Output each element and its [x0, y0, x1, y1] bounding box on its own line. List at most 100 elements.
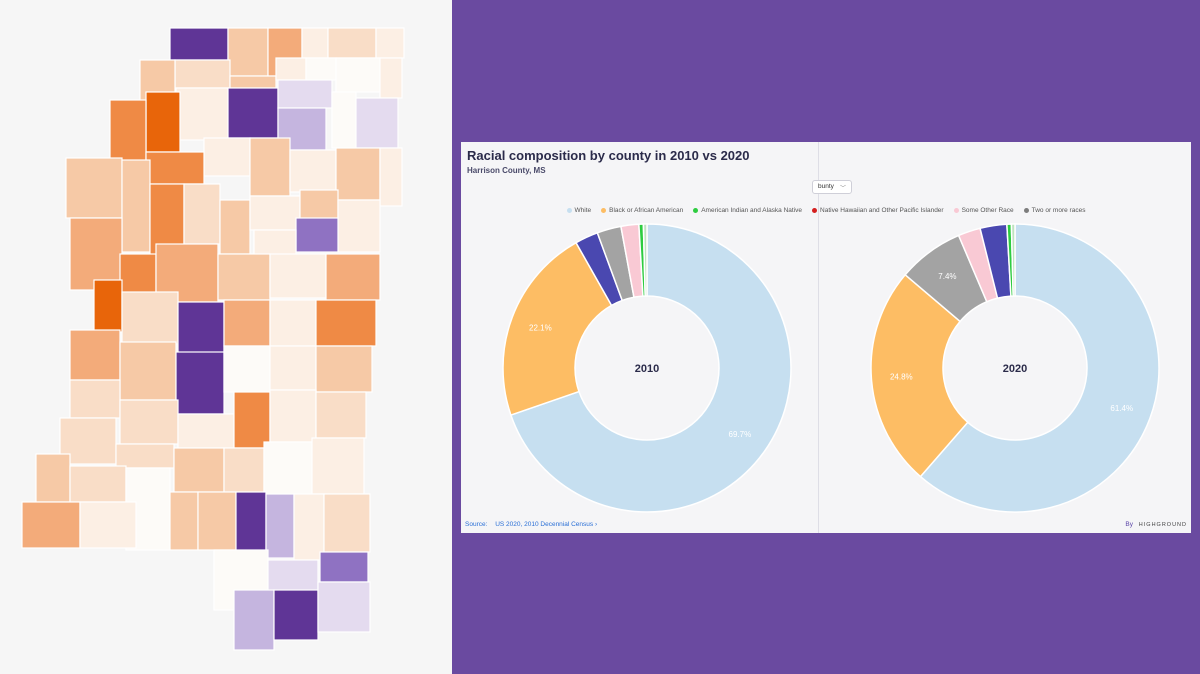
- chart-card: Racial composition by county in 2010 vs …: [461, 142, 1191, 533]
- county-shape[interactable]: [227, 87, 279, 139]
- county-shape[interactable]: [169, 491, 199, 551]
- county-shape[interactable]: [269, 389, 317, 443]
- donut-slice[interactable]: [1010, 223, 1016, 297]
- county-shape[interactable]: [175, 87, 229, 141]
- county-shape[interactable]: [293, 493, 325, 561]
- county-shape[interactable]: [253, 229, 297, 257]
- legend-swatch: [601, 207, 607, 213]
- county-shape[interactable]: [174, 59, 231, 89]
- county-shape[interactable]: [335, 57, 381, 93]
- donut-slice[interactable]: [642, 223, 648, 297]
- county-shape[interactable]: [335, 147, 381, 201]
- county-shape[interactable]: [275, 57, 307, 81]
- county-shape[interactable]: [223, 299, 271, 347]
- county-shape[interactable]: [79, 501, 137, 549]
- chart-title: Racial composition by county in 2010 vs …: [467, 148, 750, 163]
- county-shape[interactable]: [319, 551, 369, 583]
- mississippi-county-map: [21, 27, 405, 651]
- county-shape[interactable]: [21, 501, 81, 549]
- county-shape[interactable]: [145, 91, 181, 153]
- county-shape[interactable]: [295, 217, 339, 253]
- county-shape[interactable]: [269, 253, 327, 299]
- county-shape[interactable]: [197, 491, 237, 551]
- county-shape[interactable]: [337, 199, 381, 253]
- donut-slice[interactable]: [502, 241, 613, 417]
- county-shape[interactable]: [169, 27, 229, 61]
- county-shape[interactable]: [121, 291, 179, 345]
- county-shape[interactable]: [379, 57, 403, 99]
- legend-item[interactable]: Native Hawaiian and Other Pacific Island…: [812, 204, 944, 216]
- county-shape[interactable]: [229, 75, 277, 89]
- donut-center-label: 2020: [1003, 363, 1027, 375]
- county-shape[interactable]: [173, 447, 225, 493]
- county-shape[interactable]: [233, 391, 271, 449]
- county-shape[interactable]: [93, 279, 123, 333]
- county-shape[interactable]: [315, 299, 377, 347]
- legend-item[interactable]: Two or more races: [1023, 204, 1085, 216]
- county-shape[interactable]: [65, 157, 123, 219]
- donut-slice[interactable]: [870, 273, 969, 478]
- county-shape[interactable]: [145, 151, 205, 185]
- county-shape[interactable]: [273, 589, 319, 641]
- county-shape[interactable]: [355, 97, 399, 149]
- county-shape[interactable]: [35, 453, 71, 503]
- county-shape[interactable]: [69, 465, 127, 503]
- county-shape[interactable]: [265, 493, 295, 559]
- legend-label: Native Hawaiian and Other Pacific Island…: [820, 206, 944, 214]
- county-shape[interactable]: [217, 253, 271, 301]
- county-shape[interactable]: [331, 91, 357, 149]
- county-shape[interactable]: [233, 589, 275, 651]
- county-shape[interactable]: [267, 559, 319, 593]
- county-shape[interactable]: [269, 299, 317, 347]
- county-shape[interactable]: [323, 493, 371, 553]
- county-shape[interactable]: [315, 391, 367, 439]
- county-shape[interactable]: [183, 183, 221, 245]
- county-shape[interactable]: [235, 491, 267, 553]
- county-shape[interactable]: [305, 57, 337, 81]
- county-shape[interactable]: [277, 79, 333, 109]
- legend-item[interactable]: Black or African American: [601, 204, 683, 216]
- county-shape[interactable]: [375, 27, 405, 59]
- county-shape[interactable]: [289, 149, 337, 193]
- county-shape[interactable]: [379, 147, 403, 207]
- donut-slice[interactable]: [509, 223, 792, 513]
- county-shape[interactable]: [227, 27, 269, 77]
- county-shape[interactable]: [317, 581, 371, 633]
- county-shape[interactable]: [109, 99, 147, 163]
- county-shape[interactable]: [311, 437, 365, 495]
- county-shape[interactable]: [69, 379, 121, 419]
- county-shape[interactable]: [219, 199, 251, 255]
- slice-data-label: 24.8%: [890, 373, 913, 382]
- legend-item[interactable]: White: [566, 204, 591, 216]
- source-link[interactable]: US 2020, 2010 Decennial Census ›: [495, 521, 598, 528]
- county-shape[interactable]: [269, 345, 317, 391]
- county-shape[interactable]: [325, 253, 381, 301]
- county-shape[interactable]: [119, 253, 157, 295]
- county-selector-dropdown[interactable]: bunty ﹀: [812, 180, 852, 194]
- county-shape[interactable]: [119, 341, 177, 401]
- donut-slice[interactable]: [919, 223, 1160, 513]
- county-shape[interactable]: [121, 159, 151, 253]
- county-shape[interactable]: [263, 441, 313, 495]
- county-shape[interactable]: [223, 447, 265, 493]
- county-shape[interactable]: [203, 137, 251, 177]
- county-shape[interactable]: [175, 351, 225, 415]
- slice-data-label: 22.1%: [529, 324, 552, 333]
- county-shape[interactable]: [69, 217, 123, 291]
- county-shape[interactable]: [249, 195, 301, 231]
- legend-item[interactable]: American Indian and Alaska Native: [693, 204, 802, 216]
- legend-label: Some Other Race: [961, 206, 1014, 214]
- legend-swatch: [566, 207, 572, 213]
- county-shape[interactable]: [177, 301, 225, 355]
- county-shape[interactable]: [223, 345, 271, 393]
- county-shape[interactable]: [177, 413, 235, 449]
- county-shape[interactable]: [115, 443, 175, 469]
- county-shape[interactable]: [315, 345, 373, 393]
- brand-logo[interactable]: HIGHGROUND: [1138, 522, 1187, 528]
- county-shape[interactable]: [327, 27, 377, 59]
- county-shape[interactable]: [249, 137, 291, 197]
- county-shape[interactable]: [301, 27, 329, 59]
- legend-item[interactable]: Some Other Race: [953, 204, 1014, 216]
- county-shape[interactable]: [69, 329, 121, 381]
- county-shape[interactable]: [119, 399, 179, 445]
